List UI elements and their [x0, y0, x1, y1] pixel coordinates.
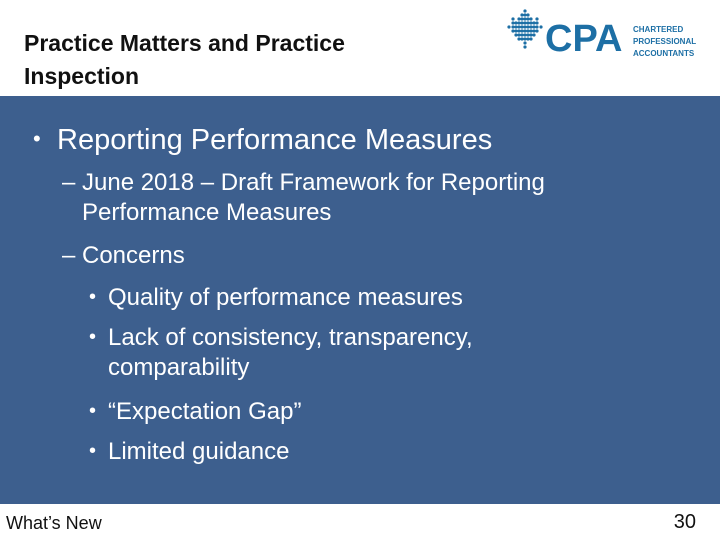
bullet-main-text: Reporting Performance Measures — [57, 124, 493, 156]
footer-section-label: What’s New — [6, 513, 102, 533]
concern-item: • Quality of performance measures — [89, 282, 649, 313]
logo-line-chartered: CHARTERED — [633, 25, 683, 34]
bullet-mark: • — [89, 440, 97, 462]
maple-leaf-dots-icon — [507, 9, 543, 49]
slide-title: Practice Matters and Practice Inspection — [24, 27, 464, 93]
sub-bullet-framework-line-1: June 2018 – Draft Framework for Reportin… — [82, 169, 545, 196]
cpa-wordmark: CPA — [545, 18, 622, 60]
title-line-2: Inspection — [24, 63, 140, 89]
title-line-1: Practice Matters and Practice — [24, 30, 345, 56]
dash-mark: – — [62, 242, 76, 269]
concern-item-continuation: comparability — [108, 354, 250, 381]
dash-mark: – — [62, 169, 76, 196]
slide-footer: What’s New 30 — [0, 504, 720, 540]
sub-bullet-concerns-text: Concerns — [82, 242, 185, 269]
bullet-main: • Reporting Performance Measures — [33, 122, 492, 157]
concern-item-text: Quality of performance measures — [108, 284, 463, 311]
concern-item-text: Lack of consistency, transparency, — [108, 324, 473, 351]
logo-line-accountants: ACCOUNTANTS — [633, 49, 695, 58]
slide-header: Practice Matters and Practice Inspection… — [0, 0, 720, 96]
concern-item: • “Expectation Gap” — [89, 396, 649, 427]
cpa-logo: CPA CHARTERED PROFESSIONAL ACCOUNTANTS — [507, 9, 696, 60]
page-number: 30 — [673, 511, 696, 533]
sub-bullet-framework-line-2: Performance Measures — [82, 199, 332, 226]
bullet-mark: • — [89, 400, 97, 422]
concern-item-text: Limited guidance — [108, 438, 290, 465]
bullet-mark: • — [89, 286, 97, 308]
concern-item: • Lack of consistency, transparency, comp… — [89, 322, 649, 383]
sub-bullet-framework: – June 2018 – Draft Framework for Reporti… — [62, 168, 662, 228]
bullet-mark: • — [33, 126, 41, 151]
slide-content: • Reporting Performance Measures – June 20… — [0, 96, 720, 504]
concern-item: • Limited guidance — [89, 436, 649, 467]
logo-line-professional: PROFESSIONAL — [633, 37, 696, 46]
bullet-mark: • — [89, 326, 97, 348]
concern-item-text: “Expectation Gap” — [108, 398, 302, 425]
sub-bullet-concerns: – Concerns — [62, 241, 662, 271]
